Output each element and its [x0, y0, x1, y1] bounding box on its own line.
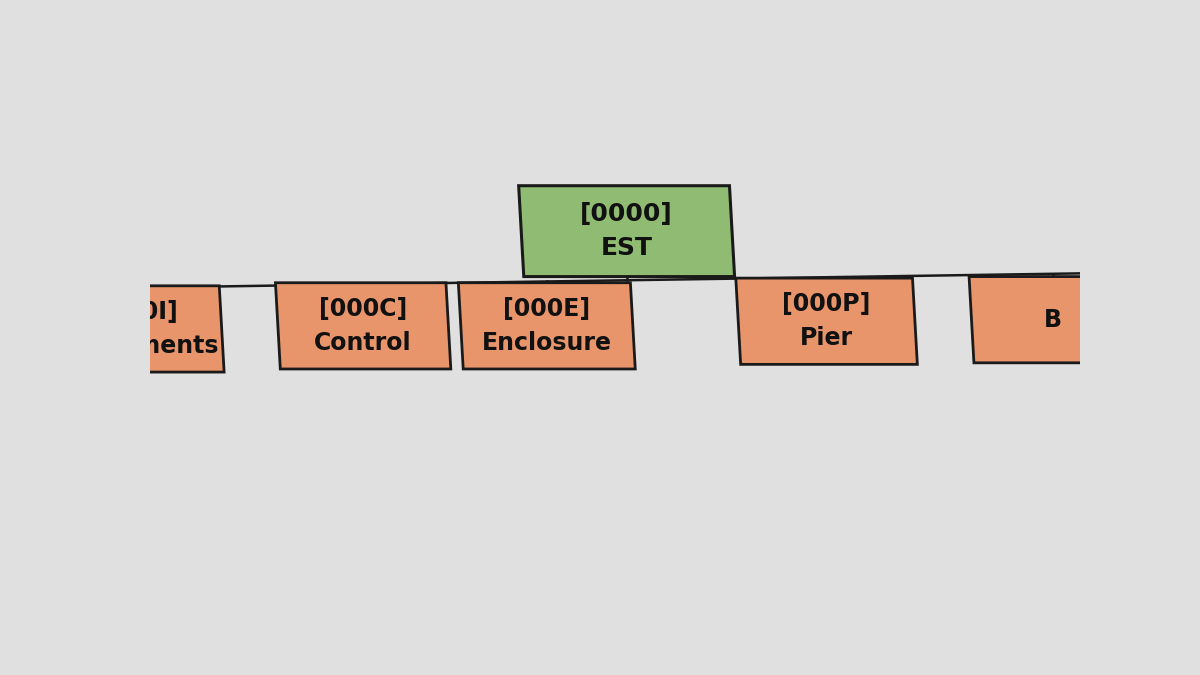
Polygon shape [53, 286, 224, 372]
Polygon shape [458, 283, 635, 369]
Polygon shape [276, 283, 451, 369]
Polygon shape [970, 277, 1136, 363]
Text: B: B [1044, 308, 1062, 331]
Text: [000C]
Control: [000C] Control [314, 297, 412, 354]
Polygon shape [518, 186, 734, 277]
Text: [000E]
Enclosure: [000E] Enclosure [481, 297, 612, 354]
Text: [000I]
Instruments: [000I] Instruments [58, 300, 220, 358]
Text: [0000]
EST: [0000] EST [581, 202, 673, 260]
Polygon shape [736, 278, 917, 364]
Text: [000P]
Pier: [000P] Pier [782, 292, 871, 350]
